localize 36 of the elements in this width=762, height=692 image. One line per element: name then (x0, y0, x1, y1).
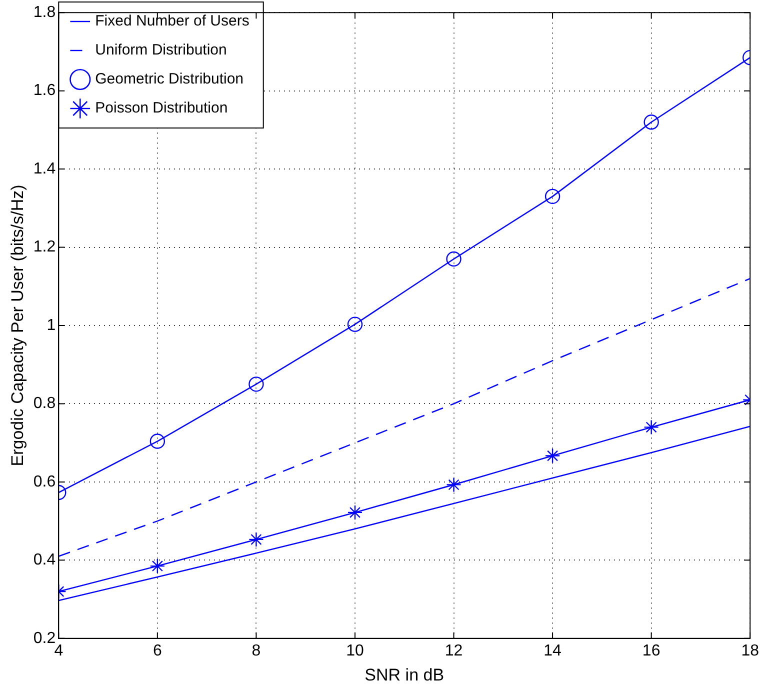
y-tick-label: 1.8 (33, 4, 56, 22)
point (347, 504, 363, 520)
y-tick-label: 1 (46, 316, 56, 334)
line-series (58, 278, 750, 557)
point (150, 558, 166, 574)
x-axis-title: SNR in dB (364, 665, 444, 684)
x-tick-label: 6 (152, 642, 162, 660)
point (248, 376, 264, 392)
legend-label: Uniform Distribution (95, 42, 227, 59)
x-tick-label: 12 (444, 642, 463, 660)
point (544, 188, 560, 204)
point (446, 477, 462, 492)
x-tick-label: 18 (741, 642, 760, 660)
y-tick-label: 1.6 (33, 82, 56, 100)
point (150, 434, 166, 449)
y-tick-label: 0.8 (33, 395, 56, 412)
point (248, 532, 264, 548)
y-tick-label: 1.4 (33, 160, 56, 178)
x-tick-label: 14 (544, 642, 562, 660)
y-tick-label: 0.6 (33, 473, 56, 490)
point (544, 448, 560, 464)
x-tick-label: 4 (54, 642, 64, 660)
point (446, 251, 462, 267)
legend-label: Poisson Distribution (95, 100, 228, 117)
point (347, 316, 363, 332)
y-axis-title: Ergodic Capacity Per User (bits/s/Hz) (8, 184, 27, 466)
point (644, 114, 659, 130)
point (644, 420, 659, 435)
y-tick-label: 0.2 (33, 630, 56, 647)
y-tick-label: 1.2 (33, 238, 56, 256)
legend-label: Fixed Number of Users (95, 12, 250, 30)
x-tick-label: 10 (346, 642, 364, 660)
x-tick-label: 8 (252, 642, 261, 660)
y-tick-label: 0.4 (33, 552, 56, 569)
legend-label: Geometric Distribution (95, 70, 244, 88)
x-tick-label: 16 (642, 642, 660, 660)
